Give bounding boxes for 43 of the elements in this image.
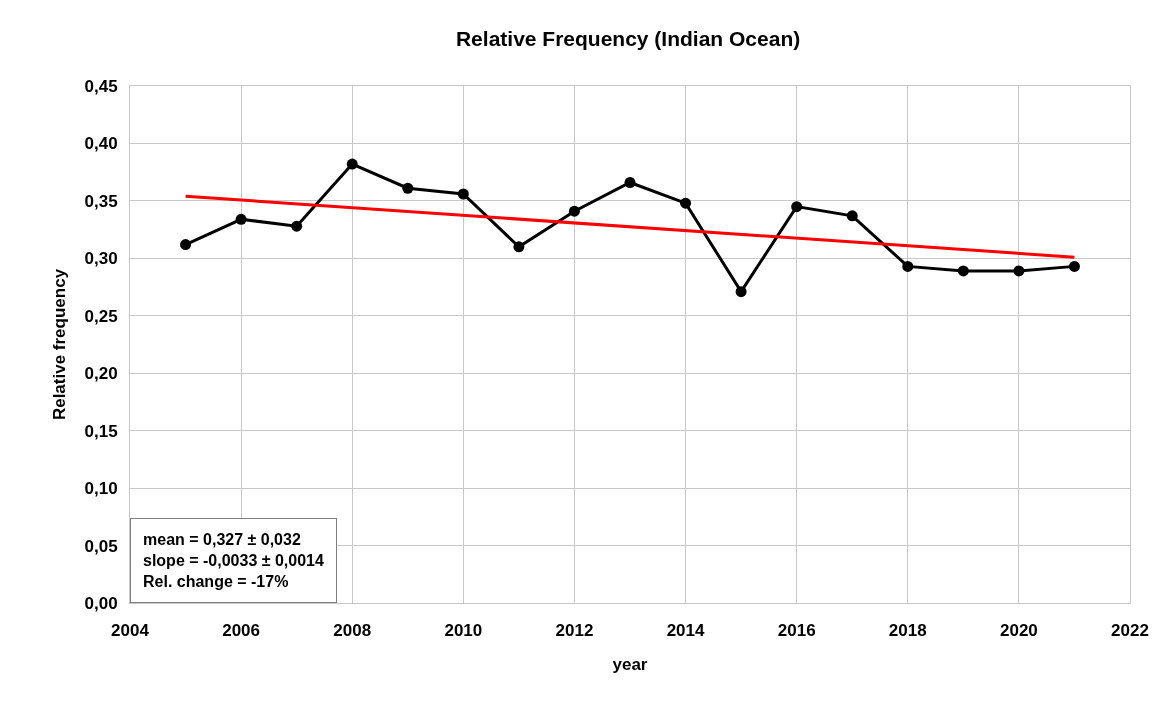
point <box>402 182 414 194</box>
point <box>1013 265 1025 277</box>
y-tick-label: 0,35 <box>84 191 118 211</box>
y-tick-label: 0,00 <box>84 593 118 613</box>
point <box>180 239 192 251</box>
y-tick-label: 0,05 <box>84 536 118 556</box>
point <box>346 158 358 170</box>
point <box>1068 260 1080 272</box>
x-tick-label: 2012 <box>555 621 594 641</box>
y-tick-label: 0,40 <box>84 134 118 154</box>
x-tick-label: 2004 <box>111 621 150 641</box>
x-tick-label: 2014 <box>666 621 706 641</box>
point <box>457 188 469 200</box>
y-tick-label: 0,45 <box>84 76 118 96</box>
y-tick-label: 0,20 <box>84 364 118 384</box>
y-tick-label: 0,30 <box>84 249 118 269</box>
point <box>624 177 636 189</box>
point <box>791 201 803 213</box>
x-axis-title: year <box>612 654 648 674</box>
point <box>846 210 858 222</box>
point <box>568 205 580 217</box>
point <box>680 197 692 209</box>
x-tick-label: 2016 <box>777 621 816 641</box>
x-tick-label: 2010 <box>444 621 483 641</box>
x-tick-label: 2006 <box>222 621 261 641</box>
point <box>291 220 303 232</box>
y-tick-label: 0,15 <box>84 421 118 441</box>
y-tick-label: 0,25 <box>84 306 118 326</box>
x-tick-label: 2020 <box>999 621 1038 641</box>
annotation: mean = 0,327 ± 0,032 <box>143 531 301 548</box>
annotation: Rel. change = -17% <box>143 572 289 590</box>
point <box>513 241 525 253</box>
point <box>957 265 969 277</box>
point <box>235 213 247 225</box>
annotation: slope = -0,0033 ± 0,0014 <box>143 551 324 569</box>
y-axis-title: Relative frequency <box>50 268 70 421</box>
x-tick-label: 2022 <box>1111 621 1149 641</box>
point <box>735 286 747 298</box>
x-tick-label: 2018 <box>888 621 927 641</box>
point <box>902 260 914 272</box>
chart-title: Relative Frequency (Indian Ocean) <box>455 27 801 51</box>
x-tick-label: 2008 <box>333 621 372 641</box>
y-tick-label: 0,10 <box>84 479 118 499</box>
